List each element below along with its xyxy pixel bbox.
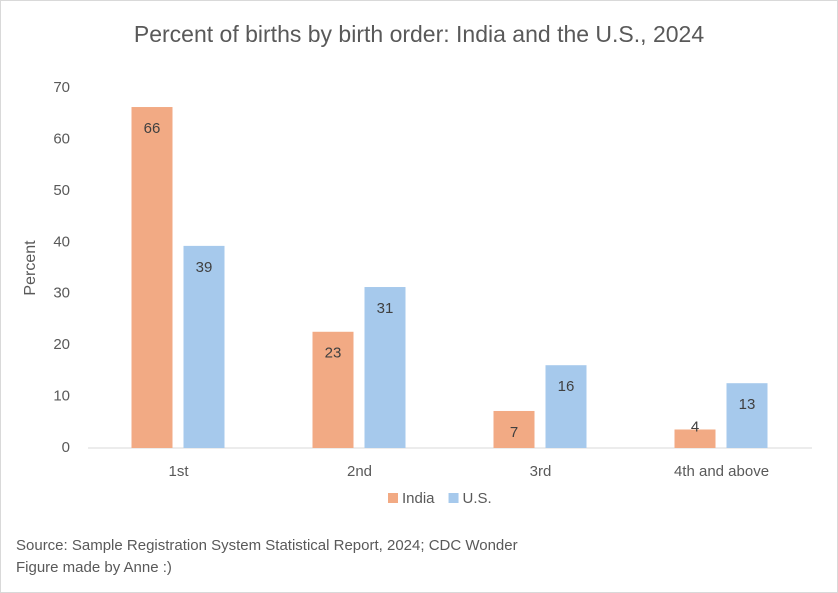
x-tick-label: 2nd (347, 463, 372, 480)
y-tick-label: 60 (53, 130, 70, 147)
chart-title: Percent of births by birth order: India … (134, 21, 704, 47)
note: Figure made by Anne :) (16, 559, 172, 576)
legend-label: India (402, 490, 435, 507)
data-label: 4 (691, 418, 699, 435)
x-tick-label: 4th and above (674, 463, 769, 480)
bar (312, 331, 354, 448)
legend-label: U.S. (463, 490, 492, 507)
y-tick-label: 50 (53, 182, 70, 199)
data-label: 23 (325, 345, 342, 362)
bar (364, 287, 406, 448)
y-tick-label: 10 (53, 388, 70, 405)
data-label: 7 (510, 424, 518, 441)
data-label: 13 (739, 396, 756, 413)
data-label: 39 (196, 259, 213, 276)
y-tick-label: 70 (53, 79, 70, 96)
data-label: 31 (377, 300, 394, 317)
y-tick-label: 20 (53, 336, 70, 353)
data-label: 16 (558, 378, 575, 395)
x-tick-label: 1st (168, 463, 189, 480)
y-tick-label: 0 (62, 439, 70, 456)
y-tick-label: 40 (53, 233, 70, 250)
data-label: 66 (144, 120, 161, 137)
bar (131, 107, 173, 449)
bar (493, 410, 535, 448)
y-tick-label: 30 (53, 285, 70, 302)
y-axis-label: Percent (22, 240, 39, 296)
bar (674, 429, 716, 448)
bar (183, 245, 225, 448)
x-tick-label: 3rd (530, 463, 552, 480)
bar (545, 365, 587, 448)
bar (726, 383, 768, 448)
source: Source: Sample Registration System Stati… (16, 537, 518, 554)
legend-swatch (448, 493, 459, 503)
legend-swatch (388, 493, 398, 503)
